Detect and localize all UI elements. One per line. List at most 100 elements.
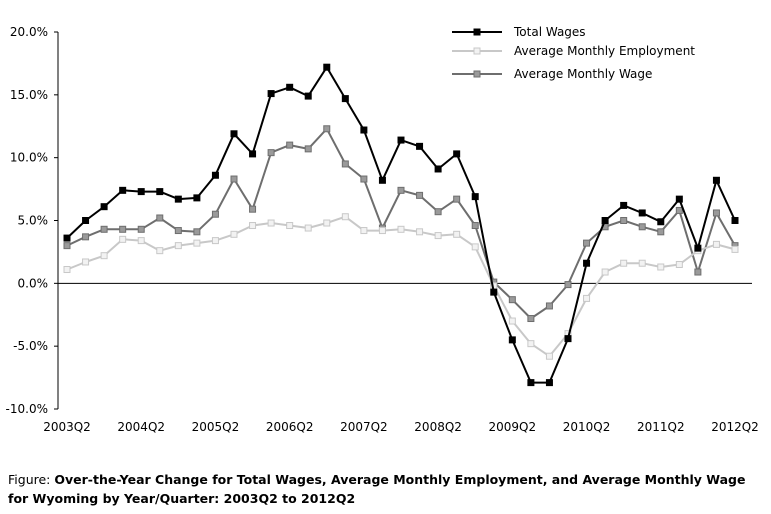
- y-tick-label: 10.0%: [10, 151, 48, 165]
- data-point-total-wages: [583, 259, 591, 267]
- data-point-total-wages: [100, 203, 108, 211]
- data-point-average-monthly-wage: [416, 191, 424, 199]
- data-point-average-monthly-employment: [397, 225, 405, 233]
- legend: Total Wages Average Monthly Employment Ave…: [452, 25, 695, 81]
- x-axis: 2003Q2 2004Q2 2005Q2 2006Q2 2007Q2 2008Q2 2009…: [43, 282, 759, 434]
- data-point-average-monthly-employment: [675, 260, 683, 268]
- data-point-total-wages: [156, 188, 164, 196]
- data-point-total-wages: [193, 194, 201, 202]
- data-point-average-monthly-employment: [601, 268, 609, 276]
- data-point-average-monthly-wage: [63, 242, 71, 250]
- line-chart: 20.0% 15.0% 10.0% 5.0% 0.0% -5.0% -10.0% 2003Q…: [6, 25, 759, 434]
- data-point-average-monthly-employment: [620, 259, 628, 267]
- data-point-average-monthly-wage: [527, 315, 535, 323]
- data-point-total-wages: [360, 126, 368, 134]
- data-point-total-wages: [731, 217, 739, 224]
- data-point-average-monthly-wage: [564, 281, 572, 289]
- x-tick-label: 2007Q2: [340, 420, 388, 434]
- data-point-average-monthly-employment: [471, 243, 479, 251]
- data-point-average-monthly-wage: [638, 223, 646, 231]
- legend-marker-average-monthly-employment: [473, 47, 481, 55]
- data-point-average-monthly-employment: [174, 242, 182, 250]
- data-point-average-monthly-wage: [82, 233, 90, 241]
- data-point-total-wages: [471, 193, 479, 201]
- data-point-average-monthly-wage: [341, 160, 349, 168]
- data-point-average-monthly-wage: [193, 228, 201, 236]
- legend-label-total-wages: Total Wages: [513, 25, 586, 39]
- x-tick-label: 2009Q2: [489, 420, 537, 434]
- data-point-total-wages: [508, 336, 516, 344]
- data-point-average-monthly-wage: [286, 141, 294, 149]
- y-tick-label: -10.0%: [6, 402, 48, 416]
- data-point-average-monthly-employment: [63, 266, 71, 274]
- x-tick-label: 2003Q2: [43, 420, 91, 434]
- data-point-average-monthly-employment: [731, 245, 739, 253]
- data-point-total-wages: [545, 379, 553, 387]
- y-tick-label: 5.0%: [18, 214, 49, 228]
- data-point-average-monthly-wage: [267, 149, 275, 157]
- data-point-total-wages: [657, 218, 665, 226]
- data-point-average-monthly-employment: [583, 294, 591, 302]
- data-point-total-wages: [620, 201, 628, 209]
- data-point-average-monthly-employment: [657, 263, 665, 271]
- data-point-average-monthly-wage: [249, 205, 257, 213]
- data-point-total-wages: [174, 195, 182, 203]
- data-point-average-monthly-wage: [156, 214, 164, 222]
- data-point-average-monthly-wage: [508, 296, 516, 304]
- data-point-average-monthly-employment: [545, 352, 553, 360]
- legend-label-average-monthly-employment: Average Monthly Employment: [514, 44, 695, 58]
- legend-label-average-monthly-wage: Average Monthly Wage: [514, 67, 652, 81]
- x-tick-label: 2004Q2: [117, 420, 165, 434]
- data-point-total-wages: [694, 244, 702, 252]
- data-point-average-monthly-wage: [304, 145, 312, 153]
- data-point-total-wages: [286, 83, 294, 91]
- legend-marker-average-monthly-wage: [473, 70, 481, 78]
- data-point-average-monthly-employment: [230, 230, 238, 238]
- data-point-total-wages: [564, 335, 572, 343]
- data-point-average-monthly-wage: [211, 210, 219, 218]
- y-tick-label: -5.0%: [13, 339, 48, 353]
- data-point-average-monthly-employment: [211, 237, 219, 245]
- data-point-average-monthly-employment: [527, 340, 535, 348]
- data-point-average-monthly-employment: [341, 213, 349, 221]
- data-point-average-monthly-wage: [323, 125, 331, 133]
- data-point-total-wages: [416, 142, 424, 150]
- data-point-average-monthly-wage: [360, 175, 368, 183]
- data-point-total-wages: [323, 63, 331, 71]
- data-point-average-monthly-employment: [712, 240, 720, 248]
- data-point-average-monthly-employment: [360, 227, 368, 235]
- caption-title: Over-the-Year Change for Total Wages, Av…: [8, 472, 746, 506]
- data-point-average-monthly-wage: [694, 268, 702, 276]
- data-point-total-wages: [638, 209, 646, 217]
- data-point-average-monthly-employment: [193, 239, 201, 247]
- series-line-average-monthly-employment: [66, 215, 736, 358]
- data-point-average-monthly-wage: [545, 302, 553, 310]
- data-point-average-monthly-wage: [583, 239, 591, 247]
- data-point-total-wages: [267, 90, 275, 98]
- x-tick-label: 2005Q2: [192, 420, 240, 434]
- data-point-average-monthly-employment: [508, 317, 516, 325]
- data-point-total-wages: [434, 165, 442, 173]
- x-tick-label: 2012Q2: [711, 420, 759, 434]
- caption-lead: Figure:: [8, 472, 51, 487]
- data-point-total-wages: [378, 176, 386, 184]
- data-point-total-wages: [601, 217, 609, 224]
- data-point-total-wages: [304, 92, 312, 100]
- data-point-total-wages: [527, 379, 535, 387]
- data-point-average-monthly-wage: [675, 206, 683, 214]
- data-point-average-monthly-employment: [119, 235, 127, 243]
- x-tick-label: 2006Q2: [266, 420, 314, 434]
- x-tick-label: 2008Q2: [414, 420, 462, 434]
- data-point-average-monthly-wage: [119, 225, 127, 233]
- data-point-average-monthly-employment: [267, 219, 275, 227]
- data-point-average-monthly-wage: [174, 227, 182, 235]
- data-point-average-monthly-employment: [137, 237, 145, 245]
- y-axis: 20.0% 15.0% 10.0% 5.0% 0.0% -5.0% -10.0%: [6, 25, 59, 416]
- data-point-average-monthly-employment: [434, 232, 442, 240]
- data-point-average-monthly-employment: [249, 222, 257, 230]
- data-point-total-wages: [675, 195, 683, 203]
- data-point-average-monthly-wage: [471, 222, 479, 230]
- data-point-total-wages: [211, 171, 219, 179]
- data-point-average-monthly-wage: [230, 175, 238, 183]
- series-line-average-monthly-wage: [66, 127, 736, 320]
